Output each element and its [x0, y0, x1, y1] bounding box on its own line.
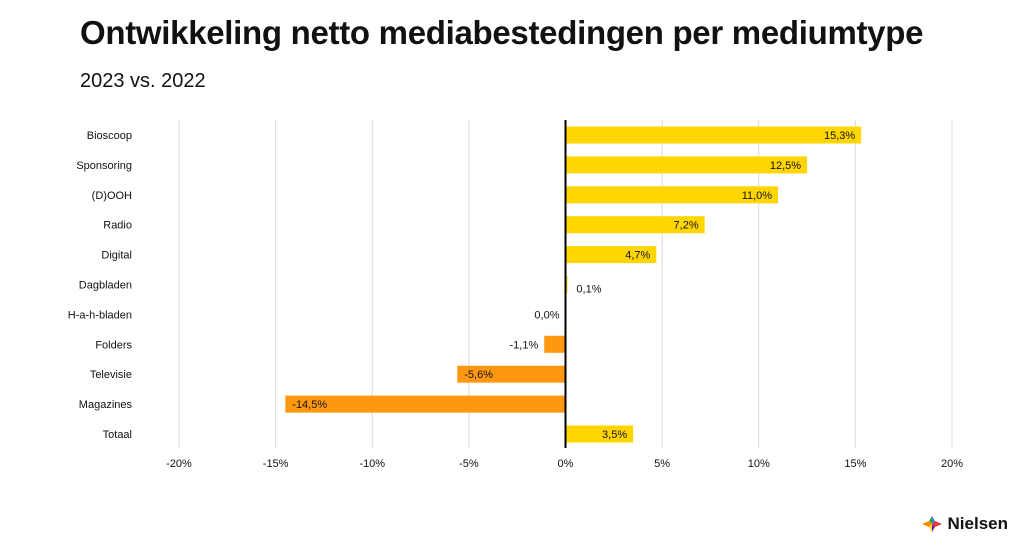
data-label: 3,5%	[602, 429, 627, 441]
bar	[285, 395, 566, 413]
data-label: 15,3%	[824, 130, 855, 142]
category-label: Radio	[103, 220, 132, 232]
nielsen-star-icon	[921, 516, 942, 532]
bar	[565, 246, 657, 264]
brand-name: Nielsen	[947, 514, 1008, 533]
data-label: -1,1%	[509, 339, 538, 351]
data-label: -14,5%	[292, 399, 327, 411]
category-label: Folders	[95, 339, 132, 351]
bar	[565, 156, 808, 174]
bar	[565, 126, 862, 144]
data-label: -5,6%	[464, 369, 493, 381]
category-label: Televisie	[90, 369, 132, 381]
category-label: H-a-h-bladen	[68, 309, 132, 321]
category-label: (D)OOH	[92, 190, 132, 202]
data-label: 4,7%	[625, 250, 650, 262]
bar	[565, 186, 779, 204]
data-label: 11,0%	[742, 190, 773, 202]
nielsen-logo: Nielsen	[921, 514, 1008, 534]
x-tick-label: 15%	[844, 458, 866, 470]
x-tick-label: -10%	[359, 458, 385, 470]
data-label: 0,0%	[534, 309, 559, 321]
x-tick-label: 20%	[941, 458, 963, 470]
category-label: Magazines	[79, 399, 133, 411]
x-tick-label: 10%	[748, 458, 770, 470]
data-label: 0,1%	[576, 284, 601, 296]
bar	[565, 216, 705, 234]
category-label: Totaal	[103, 429, 132, 441]
data-label: 12,5%	[770, 160, 801, 172]
x-tick-label: -15%	[263, 458, 289, 470]
bar	[457, 365, 566, 383]
category-label: Dagbladen	[79, 280, 132, 292]
x-tick-label: -20%	[166, 458, 192, 470]
bar	[544, 335, 566, 353]
x-tick-label: -5%	[459, 458, 479, 470]
category-label: Digital	[101, 250, 132, 262]
chart-subtitle: 2023 vs. 2022	[80, 70, 206, 92]
category-label: Bioscoop	[87, 130, 132, 142]
data-label: 7,2%	[674, 220, 699, 232]
bar	[565, 425, 634, 443]
x-tick-label: 0%	[558, 458, 574, 470]
chart-title: Ontwikkeling netto mediabestedingen per …	[80, 14, 924, 51]
x-tick-label: 5%	[654, 458, 670, 470]
category-label: Sponsoring	[76, 160, 132, 172]
